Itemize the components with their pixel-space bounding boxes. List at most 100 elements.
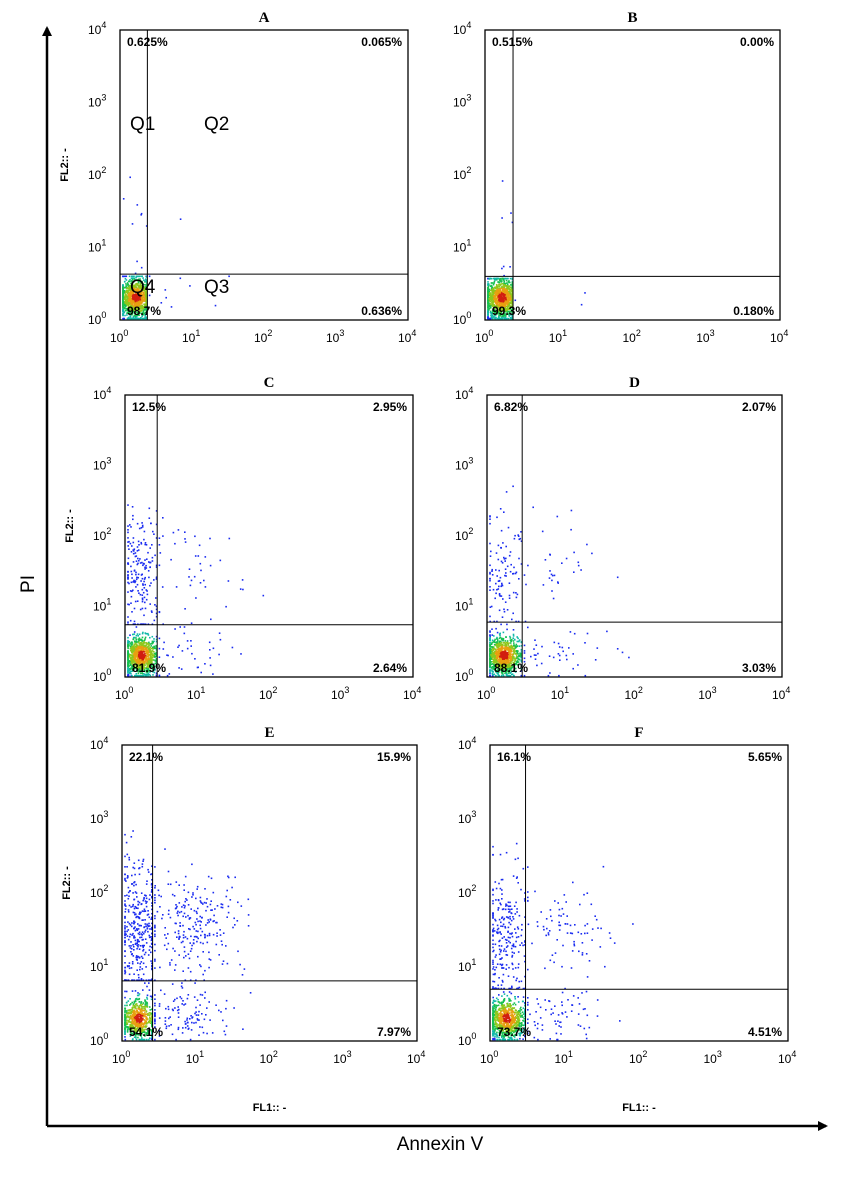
- event-dot: [131, 590, 133, 593]
- event-dot: [499, 307, 501, 309]
- x-tick-label: 101: [187, 685, 205, 702]
- event-dot: [550, 573, 553, 576]
- event-dot: [136, 314, 139, 317]
- event-dot: [507, 526, 510, 529]
- event-dot: [132, 294, 135, 296]
- event-dot: [506, 623, 508, 626]
- event-dot: [501, 293, 503, 296]
- event-dot: [124, 302, 126, 304]
- event-dot: [553, 574, 556, 577]
- event-dot: [177, 529, 180, 531]
- event-dot: [148, 989, 151, 991]
- event-dot: [152, 653, 154, 655]
- event-dot: [497, 640, 499, 642]
- event-dot: [514, 647, 517, 649]
- event-dot: [163, 641, 165, 644]
- event-dot: [499, 310, 502, 312]
- event-dot: [494, 306, 497, 309]
- event-dot: [151, 642, 154, 644]
- event-dot: [557, 653, 560, 655]
- event-dot: [142, 660, 145, 662]
- event-dot: [144, 601, 146, 604]
- event-dot: [126, 308, 128, 310]
- event-dot: [496, 294, 499, 297]
- event-dot: [126, 312, 128, 314]
- event-dot: [142, 277, 144, 279]
- event-dot: [175, 586, 178, 588]
- event-dot: [496, 631, 499, 634]
- event-dot: [492, 647, 494, 650]
- event-dot: [144, 654, 147, 657]
- event-dot: [502, 662, 504, 664]
- event-dot: [144, 308, 147, 310]
- plot-frame: [486, 394, 783, 678]
- event-dot: [128, 655, 131, 658]
- event-dot: [184, 538, 186, 540]
- y-tick-label: 104: [88, 20, 106, 37]
- event-dot: [520, 531, 522, 533]
- event-dot: [510, 313, 513, 316]
- event-dot: [491, 305, 494, 308]
- event-dot: [487, 297, 489, 300]
- event-dot: [148, 982, 150, 984]
- event-dot: [503, 280, 505, 282]
- y-tick-label: 101: [453, 238, 471, 255]
- event-dot: [141, 588, 144, 591]
- event-dot: [495, 290, 498, 292]
- event-dot: [508, 650, 510, 653]
- event-dot: [126, 311, 129, 313]
- event-dot: [130, 282, 132, 285]
- event-dot: [150, 664, 153, 666]
- event-dot: [214, 304, 217, 307]
- event-dot: [137, 557, 139, 560]
- event-dot: [497, 295, 500, 297]
- event-dot: [506, 308, 508, 311]
- event-dot: [143, 279, 145, 281]
- event-dot: [499, 304, 501, 306]
- event-dot: [509, 635, 511, 638]
- event-dot: [504, 304, 506, 306]
- event-dot: [502, 663, 504, 666]
- event-dot: [189, 285, 191, 287]
- event-dot: [135, 672, 138, 675]
- event-dot: [140, 543, 143, 545]
- event-dot: [136, 661, 138, 663]
- event-dot: [488, 302, 490, 305]
- y-axis-label: FL2:: -: [59, 148, 71, 182]
- event-dot: [509, 674, 512, 677]
- event-dot: [500, 671, 503, 674]
- event-dot: [262, 594, 265, 597]
- event-dot: [143, 580, 145, 583]
- event-dot: [127, 504, 129, 506]
- event-dot: [506, 310, 508, 313]
- event-dot: [501, 317, 503, 319]
- event-dot: [131, 611, 133, 613]
- event-dot: [616, 648, 619, 650]
- event-dot: [505, 674, 508, 676]
- event-dot: [194, 555, 197, 557]
- event-dot: [155, 564, 158, 567]
- event-dot: [504, 316, 507, 319]
- event-dot: [494, 638, 496, 641]
- event-dot: [489, 672, 491, 675]
- event-dot: [488, 288, 491, 291]
- event-dot: [504, 313, 507, 315]
- event-dot: [129, 661, 131, 663]
- event-dot: [139, 651, 141, 653]
- event-dot: [127, 650, 129, 652]
- event-dot: [565, 557, 568, 560]
- event-dot: [127, 642, 129, 644]
- event-dot: [504, 284, 506, 287]
- event-dot: [174, 628, 176, 630]
- event-dot: [628, 656, 630, 659]
- event-dot: [506, 292, 508, 294]
- event-dot: [127, 285, 130, 288]
- event-dot: [497, 655, 499, 658]
- event-dot: [132, 645, 135, 648]
- event-dot: [501, 652, 503, 655]
- event-dot: [533, 648, 535, 650]
- event-dot: [498, 293, 500, 296]
- event-dot: [145, 279, 148, 281]
- event-dot: [487, 299, 489, 302]
- event-dot: [499, 302, 501, 304]
